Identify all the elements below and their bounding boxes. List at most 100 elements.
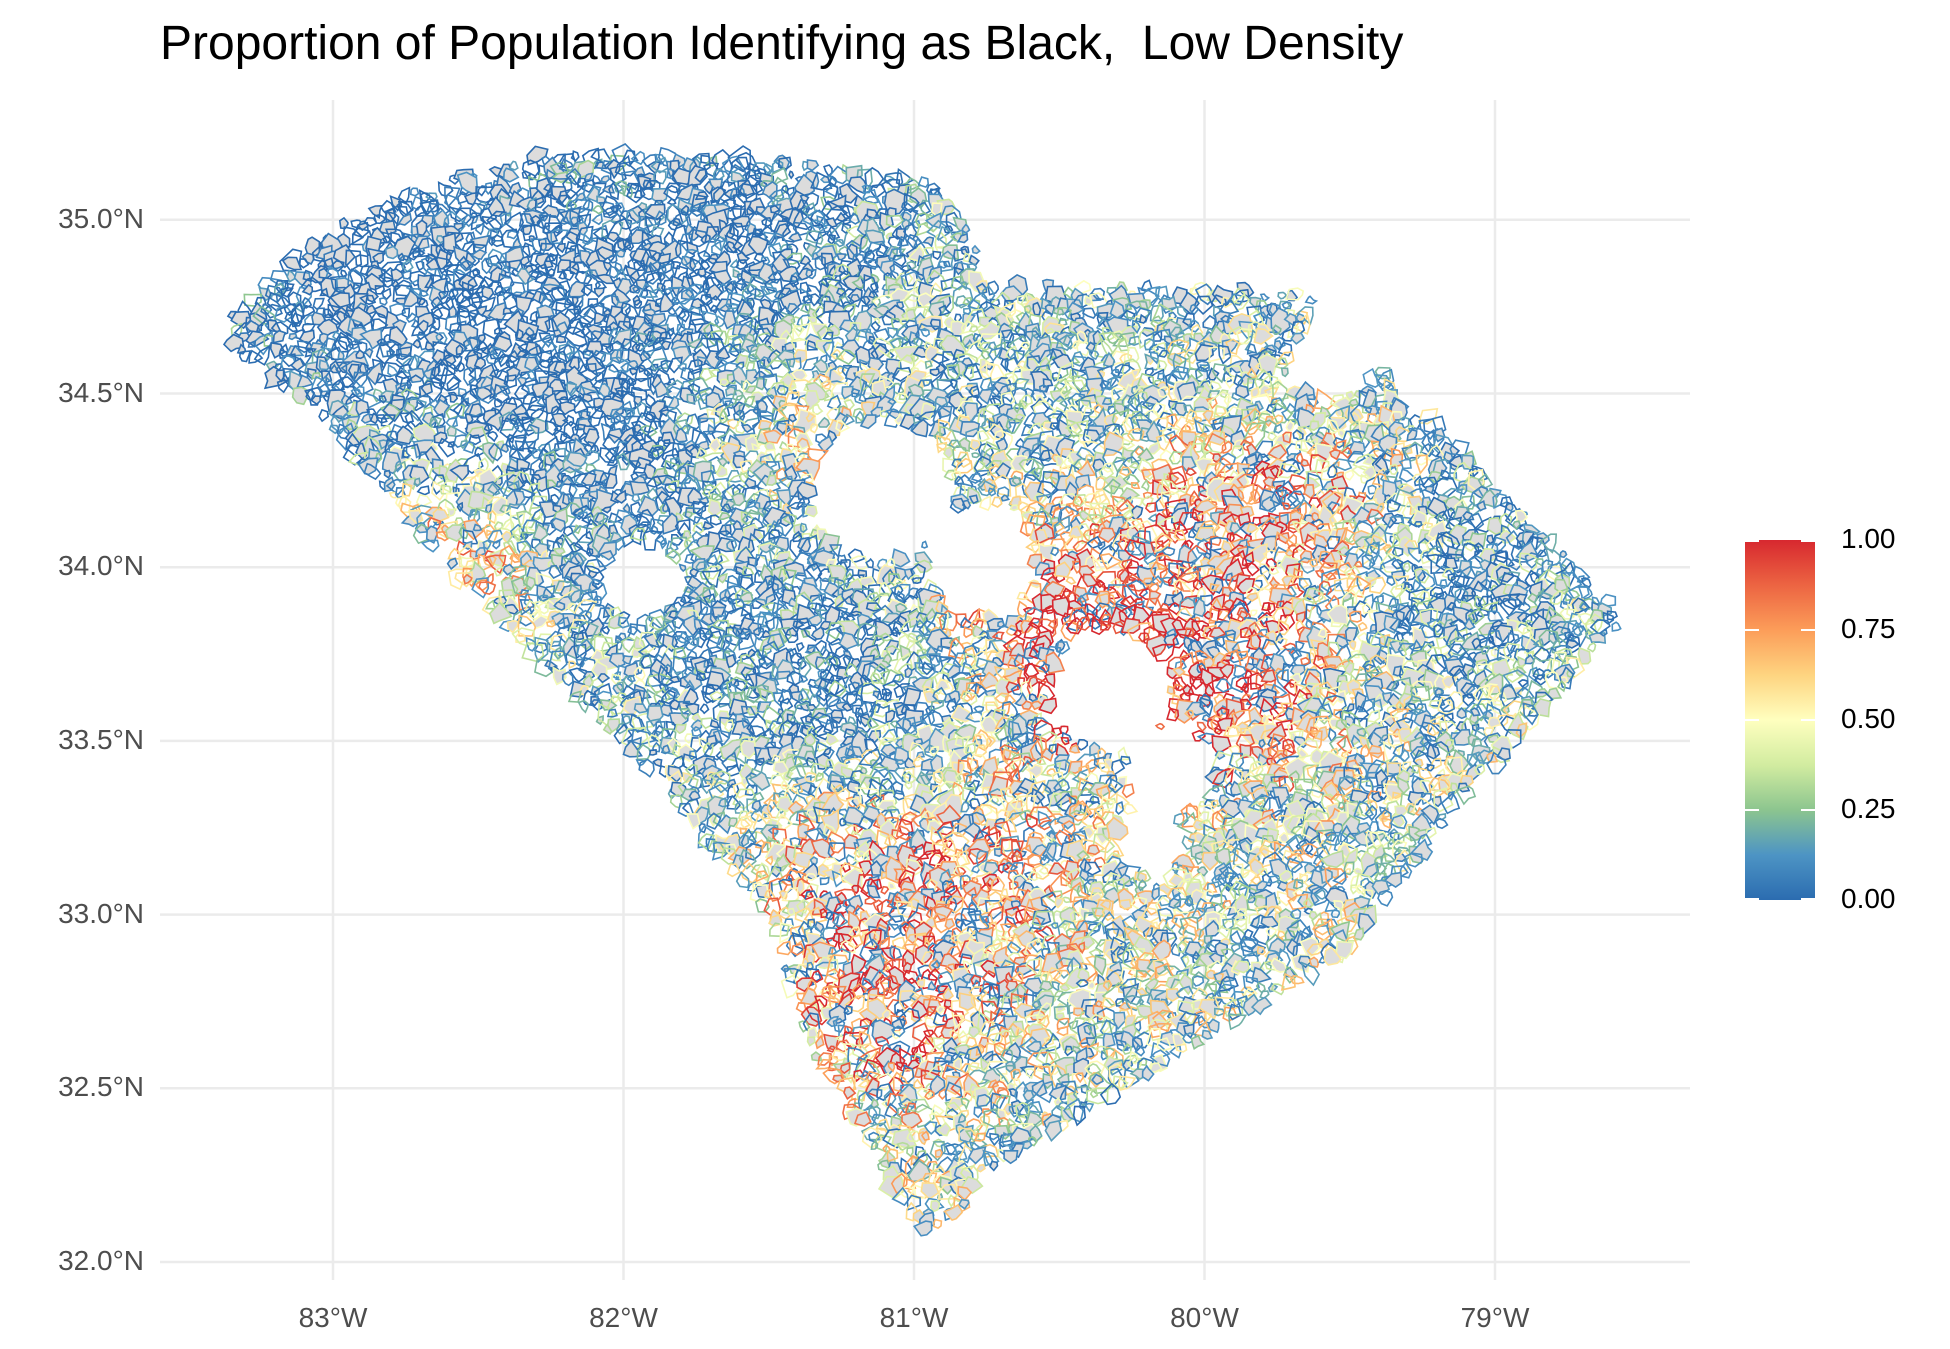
tract bbox=[584, 172, 594, 181]
tract bbox=[777, 156, 792, 170]
tract bbox=[409, 287, 423, 299]
tract bbox=[899, 234, 919, 258]
tract bbox=[1559, 549, 1568, 559]
chart-title: Proportion of Population Identifying as … bbox=[160, 17, 1404, 70]
tract bbox=[778, 265, 801, 284]
tract bbox=[1062, 286, 1074, 300]
tract bbox=[553, 361, 567, 375]
tract bbox=[924, 212, 942, 229]
tract bbox=[551, 223, 562, 234]
tract bbox=[487, 430, 499, 443]
tract bbox=[331, 260, 345, 272]
tract bbox=[499, 212, 512, 227]
tract bbox=[284, 282, 295, 292]
tract bbox=[1246, 343, 1258, 355]
tract bbox=[585, 268, 594, 278]
tract bbox=[631, 647, 641, 658]
tract bbox=[1185, 467, 1198, 477]
tract bbox=[1386, 576, 1396, 587]
tract bbox=[1333, 577, 1356, 592]
tract bbox=[806, 159, 820, 172]
tract bbox=[469, 202, 486, 215]
tract bbox=[845, 239, 862, 259]
tract bbox=[551, 286, 568, 301]
tract bbox=[406, 250, 421, 261]
tract bbox=[1586, 641, 1597, 653]
tract bbox=[550, 229, 569, 245]
tract bbox=[615, 248, 626, 258]
tract bbox=[885, 232, 893, 241]
tract bbox=[601, 195, 623, 217]
tract bbox=[629, 480, 651, 496]
tract bbox=[608, 181, 620, 201]
tract bbox=[360, 412, 372, 424]
tract bbox=[1439, 579, 1448, 589]
tract bbox=[318, 267, 333, 280]
tract bbox=[435, 235, 448, 244]
tract bbox=[961, 223, 971, 234]
tract bbox=[671, 260, 682, 270]
tract bbox=[1424, 485, 1435, 495]
tract bbox=[943, 260, 952, 268]
tract bbox=[870, 281, 879, 293]
tract bbox=[799, 192, 820, 211]
tract bbox=[497, 272, 515, 293]
tract bbox=[653, 210, 667, 226]
tract bbox=[653, 170, 667, 185]
tract bbox=[300, 276, 326, 293]
tract bbox=[516, 267, 535, 286]
tract bbox=[467, 274, 490, 295]
tract bbox=[1361, 602, 1374, 615]
tract bbox=[638, 215, 654, 230]
tract bbox=[866, 259, 879, 270]
tract bbox=[1007, 334, 1031, 357]
tract bbox=[626, 359, 639, 370]
tract bbox=[712, 269, 733, 288]
tract bbox=[805, 230, 824, 245]
tract bbox=[489, 228, 504, 242]
tract bbox=[789, 274, 800, 288]
tract bbox=[807, 316, 817, 325]
tract bbox=[582, 274, 601, 294]
tract bbox=[1577, 585, 1593, 601]
tract bbox=[747, 235, 769, 256]
tract bbox=[901, 218, 910, 231]
tract bbox=[443, 193, 463, 214]
tract bbox=[920, 327, 931, 338]
tract bbox=[419, 289, 430, 298]
tract bbox=[561, 269, 576, 282]
tract bbox=[390, 268, 404, 282]
tract bbox=[1398, 468, 1417, 483]
tract bbox=[892, 254, 907, 268]
tract bbox=[979, 495, 992, 512]
tract bbox=[678, 563, 687, 573]
tract bbox=[1280, 367, 1289, 378]
tract bbox=[715, 464, 728, 478]
tract bbox=[764, 441, 776, 451]
tract bbox=[810, 626, 825, 640]
tract bbox=[1279, 555, 1301, 578]
tract bbox=[1203, 656, 1215, 669]
tract bbox=[551, 517, 566, 533]
tract bbox=[622, 655, 634, 665]
tract bbox=[680, 204, 690, 217]
tract bbox=[446, 507, 456, 518]
tract bbox=[620, 170, 640, 191]
tract bbox=[673, 210, 692, 228]
tract bbox=[915, 223, 934, 237]
tract bbox=[744, 385, 757, 394]
tract bbox=[842, 217, 853, 225]
tract bbox=[472, 267, 481, 277]
tract bbox=[732, 268, 741, 279]
tract bbox=[281, 256, 303, 271]
tract bbox=[903, 192, 920, 214]
tract bbox=[602, 261, 613, 273]
tract bbox=[665, 182, 681, 194]
tract bbox=[746, 204, 756, 216]
tract bbox=[1055, 455, 1065, 467]
tract bbox=[1535, 567, 1544, 577]
tract bbox=[565, 167, 582, 186]
tract bbox=[1300, 458, 1310, 467]
tract bbox=[438, 290, 449, 300]
tract bbox=[788, 413, 798, 423]
